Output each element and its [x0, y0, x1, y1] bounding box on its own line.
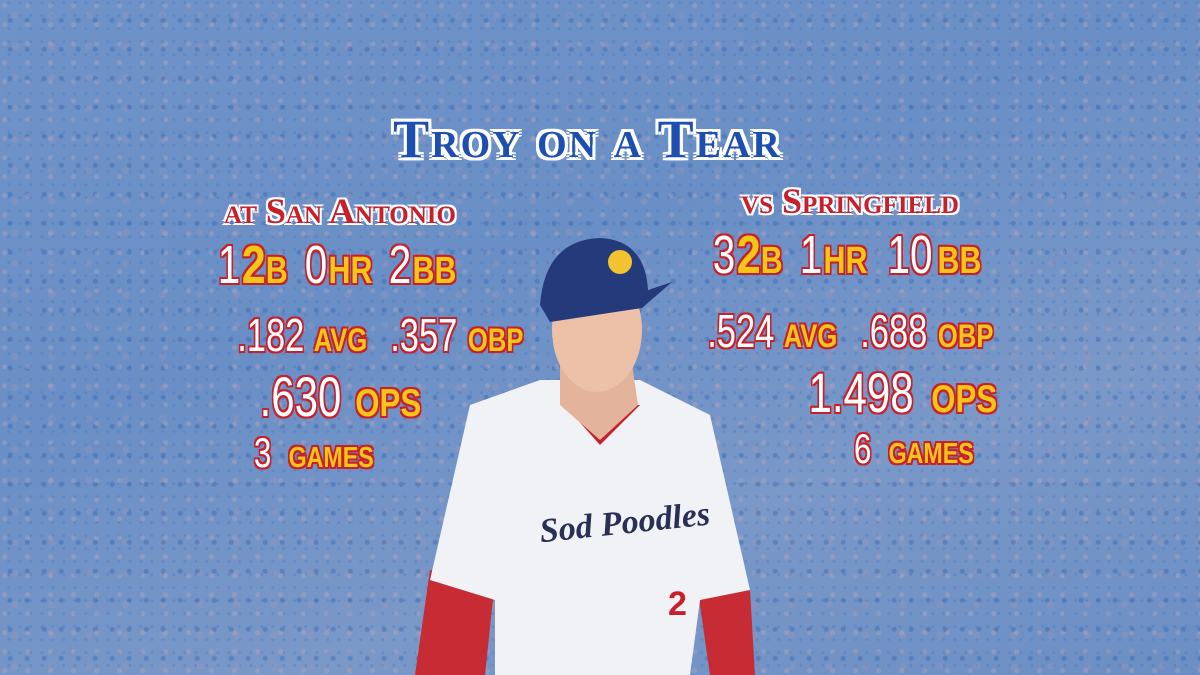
stat-label: 2b [242, 235, 289, 295]
right-ops: 1.498 ops [590, 360, 1110, 425]
stat-label: games [288, 429, 375, 476]
stat-value: 1 [218, 235, 241, 295]
stat-label: avg [784, 305, 838, 357]
stat-label: bb [412, 235, 457, 295]
stat-label: obp [467, 309, 524, 361]
stat-label: games [888, 425, 975, 472]
stat-value: .688 [860, 305, 928, 357]
page-title: Troy on a Tear [393, 109, 782, 169]
jersey [430, 380, 750, 675]
stat-value: 1 [799, 225, 823, 285]
jersey-number: 2 [668, 585, 687, 623]
left-ops: .630 ops [80, 364, 600, 429]
stat-label: avg [314, 309, 368, 361]
stat-label: hr [328, 235, 373, 295]
stat-value: 10 [887, 225, 933, 285]
left-rates: .182 avg .357 obp [80, 308, 600, 362]
stat-label: hr [823, 225, 868, 285]
cap [540, 238, 672, 322]
right-stats: vs Springfield 32b 1hr 10bb .524 avg .688… [590, 180, 1110, 473]
left-header: at San Antonio [224, 191, 456, 231]
stat-value: 2 [388, 235, 412, 295]
stat-value: 0 [304, 235, 328, 295]
left-games: 3 games [80, 429, 600, 477]
left-sleeve-red [415, 570, 495, 675]
right-header: vs Springfield [741, 181, 959, 221]
left-stats: at San Antonio 12b 0hr 2bb .182 avg .357 o… [80, 190, 600, 477]
stat-label: ops [355, 365, 422, 428]
right-rates: .524 avg .688 obp [590, 304, 1110, 358]
player-photo: Sod Poodles 2 [415, 238, 755, 675]
stat-value: 1.498 [808, 361, 914, 424]
stat-label: obp [937, 305, 994, 357]
right-counts: 32b 1hr 10bb [590, 224, 1110, 286]
stat-value: .630 [259, 365, 342, 428]
stat-label: ops [931, 361, 998, 424]
stat-value: 3 [713, 225, 736, 285]
stat-label: 2b [737, 225, 784, 285]
cap-logo [608, 250, 632, 274]
stat-value: .357 [390, 309, 458, 361]
left-counts: 12b 0hr 2bb [80, 234, 600, 296]
stat-value: .524 [707, 305, 775, 357]
stat-label: bb [937, 225, 982, 285]
right-games: 6 games [590, 425, 1110, 473]
stat-value: .182 [237, 309, 305, 361]
stat-value: 3 [254, 429, 272, 476]
stat-value: 6 [854, 425, 872, 472]
